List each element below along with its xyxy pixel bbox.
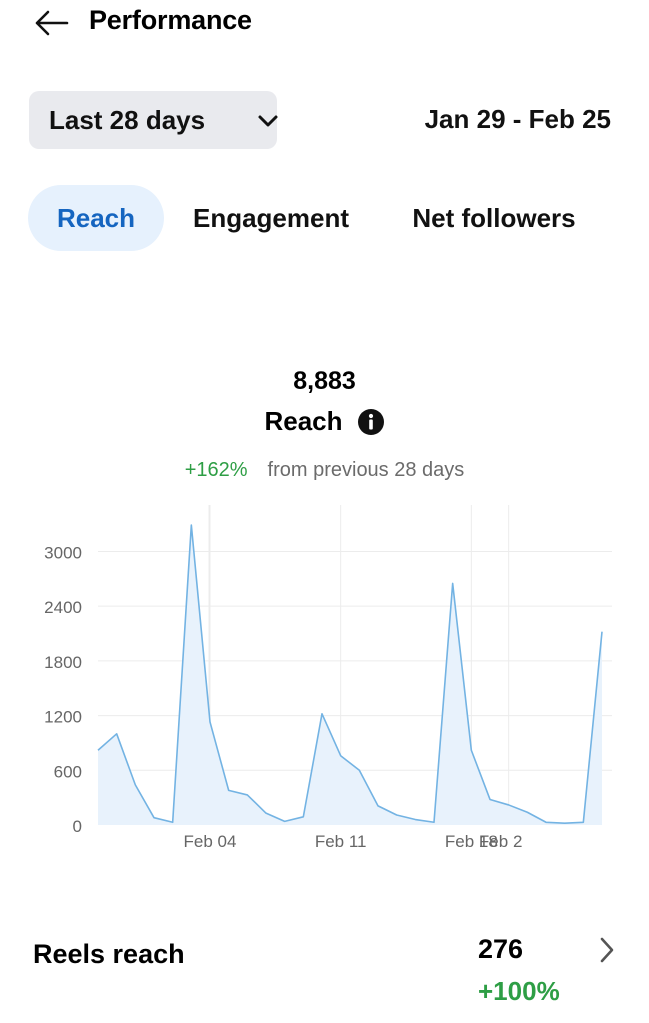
x-tick-label: Feb 11 — [315, 832, 367, 851]
reach-change-description: from previous 28 days — [267, 459, 465, 481]
reach-data-point — [97, 749, 99, 751]
reach-data-point — [358, 769, 360, 771]
reach-change-percent: +162% — [184, 459, 248, 481]
reach-data-point — [190, 524, 192, 526]
reach-label-row: Reach — [0, 406, 649, 437]
chevron-right-icon[interactable] — [596, 935, 618, 965]
reach-data-point — [395, 814, 397, 816]
reach-data-point — [115, 733, 117, 735]
x-tick-label: Feb 04 — [184, 832, 237, 851]
back-button[interactable] — [30, 6, 72, 40]
reach-data-point — [283, 820, 285, 822]
y-tick-label: 1200 — [44, 708, 82, 727]
reach-label: Reach — [264, 406, 343, 436]
reach-data-point — [414, 818, 416, 820]
y-tick-label: 600 — [54, 762, 82, 781]
date-range-text: Jan 29 - Feb 25 — [424, 104, 611, 134]
reach-data-point — [227, 789, 229, 791]
x-tick-label: Feb 18 — [445, 832, 498, 851]
reels-reach-label: Reels reach — [33, 939, 185, 969]
reels-reach-change: +100% — [478, 976, 560, 1006]
reach-data-point — [153, 817, 155, 819]
reach-data-point — [321, 713, 323, 715]
reach-data-point — [302, 816, 304, 818]
reach-chart: 0 600 1200 1800 2400 3000 Feb 04 Feb 11 Feb 18Fe… — [44, 505, 612, 851]
reach-data-point — [507, 804, 509, 806]
reach-series-line — [97, 524, 603, 824]
reach-data-point — [601, 631, 603, 633]
reach-data-point — [171, 821, 173, 823]
arrow-left-icon — [35, 10, 69, 36]
tab-engagement[interactable]: Engagement — [192, 202, 350, 233]
date-range-dropdown-label: Last 28 days — [49, 104, 206, 135]
tab-net-followers[interactable]: Net followers — [412, 202, 576, 233]
reach-data-point — [489, 798, 491, 800]
reach-data-point — [265, 812, 267, 814]
y-tick-label: 1800 — [44, 653, 82, 672]
reach-data-point — [582, 821, 584, 823]
y-tick-label: 3000 — [44, 543, 82, 562]
reach-area-fill — [98, 525, 602, 825]
tab-reach[interactable]: Reach — [28, 185, 164, 251]
reach-data-point — [246, 794, 248, 796]
reach-data-point — [545, 821, 547, 823]
reach-change-row: +162% from previous 28 days — [0, 459, 649, 482]
info-icon[interactable] — [357, 408, 385, 436]
reels-reach-value: 276 — [478, 934, 524, 964]
reach-data-point — [433, 821, 435, 823]
reach-data-point — [134, 784, 136, 786]
reach-data-point — [470, 749, 472, 751]
date-range-dropdown[interactable]: Last 28 days — [29, 91, 278, 149]
reach-data-point — [451, 582, 453, 584]
header: Performance — [0, 0, 649, 44]
reach-data-point — [339, 755, 341, 757]
reach-data-point — [209, 721, 211, 723]
reach-data-point — [526, 811, 528, 813]
reach-data-point — [563, 822, 565, 824]
chevron-down-icon — [258, 115, 278, 127]
reach-data-point — [377, 805, 379, 807]
y-tick-label: 2400 — [44, 598, 82, 617]
x-tick-label: Feb 2 — [479, 832, 522, 851]
page-title: Performance — [89, 5, 252, 35]
reach-total-value: 8,883 — [293, 367, 356, 395]
y-tick-label: 0 — [73, 817, 82, 836]
